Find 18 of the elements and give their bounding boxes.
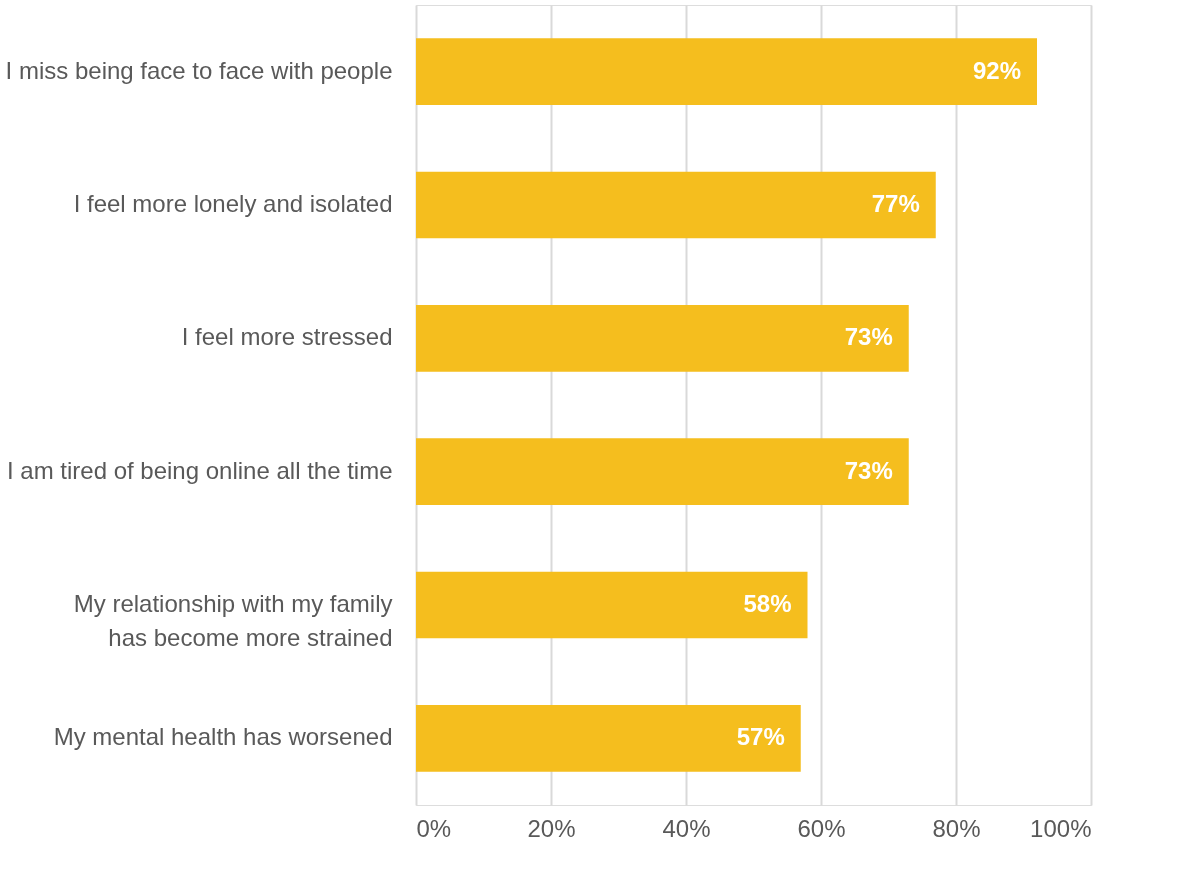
y-tick-label: I miss being face to face with people xyxy=(5,56,393,84)
data-label: 92% xyxy=(972,56,1021,84)
x-tick-label: 20% xyxy=(527,814,576,842)
data-label: 77% xyxy=(871,190,920,217)
x-tick-label: 0% xyxy=(416,814,452,842)
y-tick-label: I feel more stressed xyxy=(181,323,393,351)
x-tick-label: 60% xyxy=(797,814,846,842)
data-label: 57% xyxy=(736,723,785,751)
x-tick-label: 80% xyxy=(932,814,981,842)
x-tick-label: 40% xyxy=(662,814,711,842)
y-tick-label: I am tired of being online all the time xyxy=(6,456,393,484)
x-tick-label: 100% xyxy=(1030,814,1092,842)
data-label: 73% xyxy=(844,323,893,351)
y-tick-label: My relationship with my family has become more strained xyxy=(73,590,393,651)
data-label: 73% xyxy=(844,456,893,484)
y-tick-label: My mental health has worsened xyxy=(53,723,393,751)
data-label: 58% xyxy=(743,590,792,617)
y-tick-label: I feel more lonely and isolated xyxy=(73,190,393,217)
